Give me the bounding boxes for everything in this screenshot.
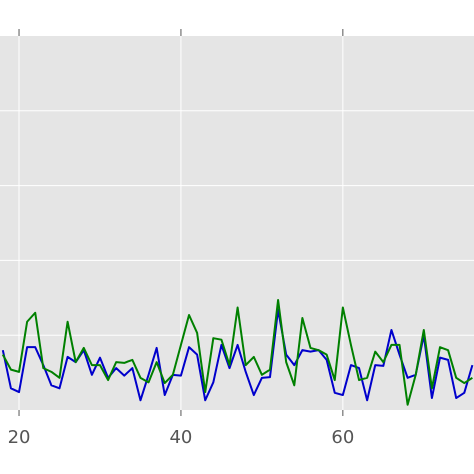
plot-background [0,36,474,410]
x-tick-label: 40 [169,427,192,448]
x-tick-label: 60 [331,427,354,448]
line-series [1,299,473,406]
x-tick-label: 20 [8,427,31,448]
